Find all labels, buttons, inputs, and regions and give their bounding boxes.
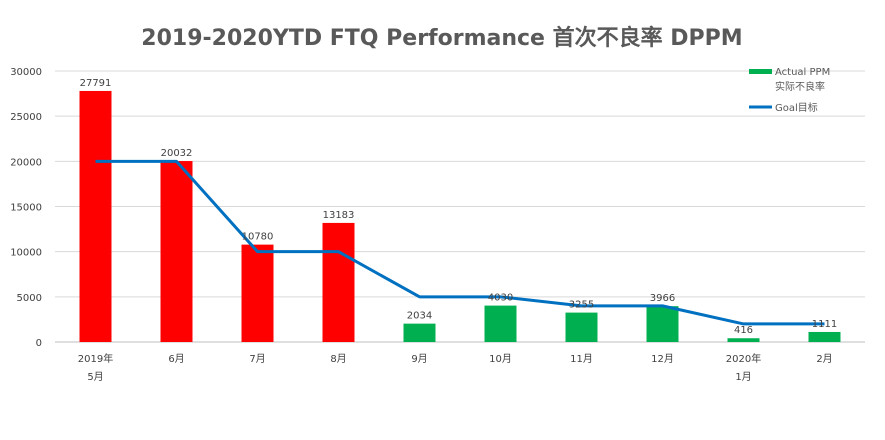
legend-label-goal: Goal目标 <box>775 102 818 114</box>
y-tick-label: 10000 <box>10 248 42 259</box>
y-tick-label: 5000 <box>17 293 42 304</box>
x-tick-label: 2020年 <box>726 352 761 365</box>
bar <box>808 331 841 342</box>
bar <box>241 244 274 342</box>
x-tick-label: 9月 <box>411 353 427 365</box>
data-label: 1111 <box>812 319 837 330</box>
x-tick-label: 11月 <box>570 353 593 365</box>
data-label: 416 <box>734 325 753 336</box>
data-label: 27791 <box>80 78 112 89</box>
data-label: 3966 <box>650 293 675 304</box>
bar <box>646 306 679 342</box>
x-tick-label: 1月 <box>735 371 751 383</box>
goal-line <box>95 159 825 326</box>
data-label: 2034 <box>407 311 432 322</box>
x-tick-label: 6月 <box>168 353 184 365</box>
y-tick-label: 30000 <box>10 67 42 78</box>
bar <box>403 323 436 342</box>
bar <box>565 312 598 342</box>
y-tick-label: 0 <box>36 338 42 349</box>
bar <box>79 90 112 342</box>
legend-swatch-actual <box>749 69 772 74</box>
y-tick-label: 25000 <box>10 112 42 123</box>
x-tick-label: 2月 <box>816 353 832 365</box>
y-tick-label: 20000 <box>10 157 42 168</box>
x-tick-label: 5月 <box>87 371 103 383</box>
legend-label-actual: Actual PPM <box>775 67 830 78</box>
bar <box>727 338 760 342</box>
data-label: 13183 <box>323 210 355 221</box>
data-label: 3255 <box>569 300 594 311</box>
data-label: 20032 <box>161 148 193 159</box>
bar <box>322 222 355 342</box>
bar <box>484 305 517 342</box>
legend-label-actual: 实际不良率 <box>775 80 825 93</box>
x-tick-label: 2019年 <box>78 352 113 365</box>
y-tick-label: 15000 <box>10 203 42 214</box>
x-tick-label: 7月 <box>249 353 265 365</box>
x-tick-label: 12月 <box>651 353 674 365</box>
data-label: 4030 <box>488 293 513 304</box>
x-tick-label: 8月 <box>330 353 346 365</box>
x-tick-label: 10月 <box>489 353 512 365</box>
chart-title: 2019-2020YTD FTQ Performance 首次不良率 DPPM <box>141 25 742 51</box>
bar <box>160 161 193 342</box>
data-label: 10780 <box>242 232 274 243</box>
